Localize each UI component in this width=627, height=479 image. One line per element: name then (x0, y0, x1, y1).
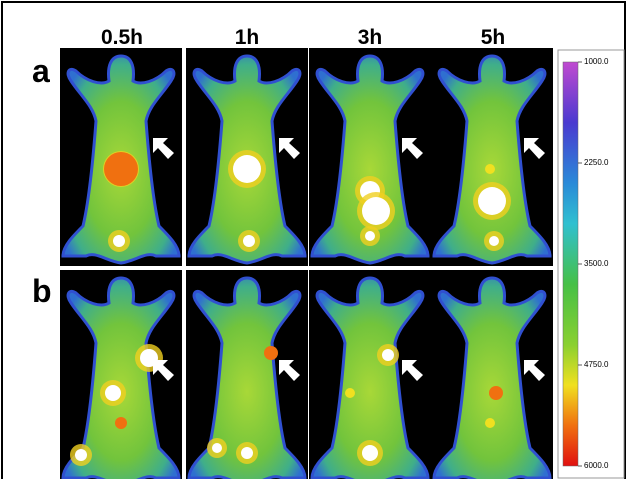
hotspot (485, 164, 495, 174)
arrow (402, 360, 423, 381)
hotspot (264, 346, 278, 360)
hotspot (362, 445, 378, 461)
hotspot (75, 449, 87, 461)
column-label: 1h (235, 26, 260, 49)
hotspot (212, 443, 222, 453)
hotspot (233, 155, 261, 183)
hotspot (113, 235, 125, 247)
hotspot (243, 235, 255, 247)
mouse-image (187, 54, 307, 265)
colorbar-tick-label: 3500.0 (584, 259, 609, 268)
colorbar-tick-label: 6000.0 (584, 461, 609, 470)
hotspot (115, 417, 127, 429)
arrow (153, 360, 174, 381)
hotspot (365, 231, 375, 241)
arrow (279, 138, 300, 159)
mouse-image (187, 276, 307, 479)
hotspot (489, 386, 503, 400)
panels (60, 48, 553, 479)
hotspot (241, 447, 253, 459)
colorbar-tick-label: 1000.0 (584, 57, 609, 66)
arrow (524, 360, 545, 381)
arrow (402, 138, 423, 159)
colorbar (562, 61, 579, 467)
hotspot (345, 388, 355, 398)
column-label: 0.5h (101, 26, 143, 49)
mouse-image (310, 54, 430, 265)
hotspot (104, 152, 138, 186)
hotspot (382, 349, 394, 361)
mouse-image (432, 276, 552, 479)
colorbar-tick-label: 4750.0 (584, 360, 609, 369)
mouse-image (61, 54, 181, 265)
mouse-image (310, 276, 430, 479)
column-label: 5h (481, 26, 506, 49)
hotspot (362, 197, 390, 225)
column-label: 3h (358, 26, 383, 49)
hotspot (485, 418, 495, 428)
arrow (279, 360, 300, 381)
row-label: a (32, 53, 50, 89)
hotspot (489, 236, 499, 246)
hotspot (478, 187, 506, 215)
mouse-image (432, 54, 552, 265)
mouse-image (61, 276, 181, 479)
hotspot (105, 385, 121, 401)
row-label: b (32, 273, 52, 309)
colorbar-tick-label: 2250.0 (584, 158, 609, 167)
arrow (524, 138, 545, 159)
arrow (153, 138, 174, 159)
